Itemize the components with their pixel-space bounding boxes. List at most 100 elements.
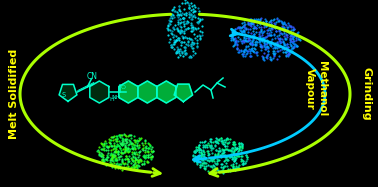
Point <box>166 24 172 27</box>
Point <box>143 155 149 158</box>
Point <box>180 21 186 24</box>
Point <box>186 37 192 40</box>
Point <box>291 42 297 45</box>
Point <box>229 39 235 42</box>
Point <box>254 41 260 44</box>
Point <box>175 51 181 54</box>
Point <box>290 26 296 29</box>
Point <box>190 27 196 30</box>
Point <box>107 161 113 164</box>
Point <box>287 38 293 41</box>
Point <box>113 159 119 162</box>
Point <box>207 144 213 147</box>
Point <box>181 30 187 33</box>
Point <box>257 36 263 39</box>
Point <box>191 13 197 16</box>
Point <box>104 148 110 151</box>
Point <box>108 165 115 168</box>
Point <box>261 52 267 55</box>
Point <box>231 150 237 153</box>
Point <box>129 165 135 168</box>
Point <box>208 148 214 151</box>
Point <box>177 31 183 34</box>
Point <box>266 34 272 37</box>
Point <box>291 40 297 43</box>
Point <box>119 139 125 142</box>
Point <box>254 24 260 27</box>
Point <box>229 154 235 157</box>
Point <box>269 27 275 30</box>
Point <box>253 30 259 33</box>
Point <box>245 37 251 40</box>
Point <box>143 146 149 149</box>
Point <box>234 46 240 49</box>
Point <box>177 22 183 25</box>
Point <box>137 158 143 161</box>
Point <box>285 45 291 48</box>
Point <box>281 20 287 23</box>
Point <box>196 149 202 152</box>
Point <box>294 32 300 35</box>
Point <box>245 20 251 23</box>
Point <box>208 145 214 148</box>
Point <box>245 22 251 25</box>
Point <box>167 17 173 20</box>
Point <box>173 50 179 53</box>
Point <box>246 23 252 26</box>
Point <box>130 155 136 158</box>
Point <box>98 151 104 154</box>
Point <box>248 22 254 25</box>
Point <box>290 41 296 44</box>
Point <box>145 146 151 149</box>
Point <box>285 53 291 56</box>
Point <box>249 39 255 42</box>
Point <box>141 162 147 165</box>
Point <box>181 45 187 48</box>
Point <box>265 34 271 37</box>
Point <box>112 155 118 158</box>
Point <box>197 20 203 23</box>
Point <box>250 37 256 40</box>
Point <box>290 38 296 41</box>
Point <box>249 39 256 42</box>
Point <box>170 26 176 29</box>
Point <box>198 157 204 160</box>
Point <box>135 161 141 164</box>
Point <box>251 18 257 21</box>
Point <box>177 30 183 33</box>
Point <box>274 42 280 45</box>
Point <box>96 153 102 156</box>
Point <box>256 19 262 22</box>
Point <box>290 36 296 39</box>
Point <box>105 149 111 152</box>
Point <box>224 164 230 167</box>
Point <box>279 25 285 28</box>
Point <box>222 155 228 158</box>
Point <box>145 154 151 157</box>
Point <box>143 154 149 157</box>
Point <box>223 156 229 159</box>
Text: Melt Solidified: Melt Solidified <box>9 49 19 139</box>
Point <box>136 145 142 148</box>
Point <box>266 42 273 45</box>
Point <box>188 37 194 40</box>
Point <box>240 52 246 55</box>
Point <box>243 27 249 30</box>
Point <box>248 35 254 38</box>
Point <box>244 50 250 53</box>
Point <box>284 43 290 46</box>
Point <box>104 146 110 149</box>
Point <box>171 33 177 36</box>
Point <box>205 169 211 172</box>
Point <box>275 45 281 47</box>
Point <box>237 164 243 167</box>
Point <box>191 4 197 7</box>
Point <box>194 20 200 23</box>
Point <box>282 22 288 25</box>
Point <box>145 150 151 153</box>
Point <box>271 54 277 57</box>
Point <box>290 27 296 30</box>
Point <box>234 166 240 169</box>
Point <box>139 142 145 145</box>
Point <box>248 24 254 27</box>
